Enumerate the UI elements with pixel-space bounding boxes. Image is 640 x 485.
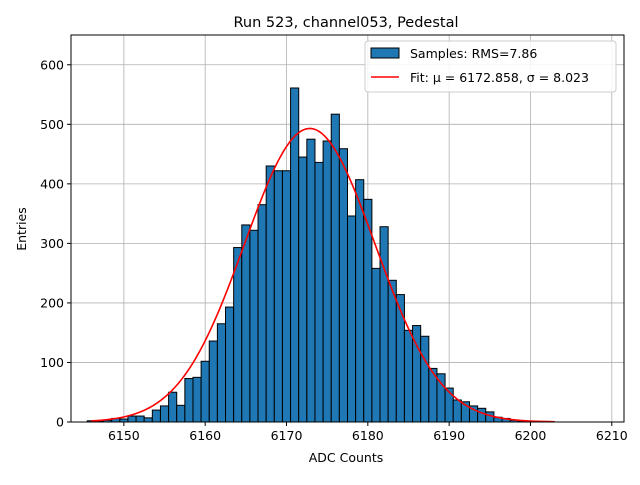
fit-curve-layer <box>91 127 555 423</box>
histogram-bar <box>208 340 218 423</box>
histogram-bar <box>265 165 275 423</box>
x-axis-label: ADC Counts <box>309 450 384 465</box>
histogram-bar <box>420 335 430 423</box>
histogram-bar <box>403 329 414 423</box>
histogram-bar <box>314 161 324 423</box>
gaussian-fit-curve <box>91 127 555 423</box>
x-tick-label: 6210 <box>596 428 628 443</box>
histogram-bar <box>281 170 292 423</box>
histogram-bar <box>216 323 227 423</box>
chart-title: Run 523, channel053, Pedestal <box>233 15 458 31</box>
histogram-bar <box>151 409 161 423</box>
histogram-bar <box>127 415 137 423</box>
histogram-bar <box>233 247 243 423</box>
histogram-bar <box>452 399 462 423</box>
histogram-bar <box>184 378 194 423</box>
histogram-bar <box>200 360 210 423</box>
x-tick-label: 6170 <box>271 428 303 443</box>
x-tick-label: 6180 <box>352 428 384 443</box>
legend: Samples: RMS=7.86 Fit: μ = 6172.858, σ =… <box>364 40 617 93</box>
histogram-bar <box>379 226 389 423</box>
histogram-bar <box>273 170 283 423</box>
y-axis-ticks: 0 100 200 300 400 500 600 <box>40 57 71 430</box>
histogram-bar <box>225 306 235 423</box>
histogram-bar <box>395 294 405 423</box>
histogram-bar <box>436 373 446 423</box>
histogram-bar <box>241 224 251 423</box>
y-tick-label: 300 <box>40 236 64 251</box>
histogram-bar <box>176 404 186 423</box>
histogram-bar <box>168 391 178 423</box>
histogram-bar <box>338 148 348 423</box>
histogram-bar <box>330 113 340 423</box>
legend-samples-label: Samples: RMS=7.86 <box>410 46 537 61</box>
histogram-bar <box>249 229 259 423</box>
histogram-bar <box>444 387 454 423</box>
x-tick-label: 6150 <box>108 428 140 443</box>
histogram-bar <box>298 156 308 423</box>
y-tick-label: 500 <box>40 117 64 132</box>
y-tick-label: 600 <box>40 57 64 72</box>
x-axis-ticks: 6150 6160 6170 6180 6190 6200 6210 <box>108 422 628 443</box>
histogram-bar <box>371 267 381 423</box>
x-tick-label: 6200 <box>515 428 547 443</box>
histogram-bar <box>192 376 202 423</box>
histogram-bar <box>322 140 332 423</box>
y-tick-label: 0 <box>56 415 64 430</box>
y-tick-label: 100 <box>40 355 64 370</box>
y-tick-label: 400 <box>40 176 64 191</box>
histogram-bar <box>355 179 365 423</box>
legend-samples-swatch <box>370 47 400 59</box>
histogram-bar <box>290 87 300 423</box>
histogram-bar <box>135 415 145 423</box>
histogram-bar <box>257 204 267 423</box>
histogram-bar <box>477 407 487 423</box>
histogram-bar <box>387 279 397 423</box>
y-axis-label: Entries <box>14 207 29 251</box>
histogram-bar <box>143 417 153 423</box>
legend-frame <box>364 40 617 93</box>
legend-fit-label: Fit: μ = 6172.858, σ = 8.023 <box>410 70 589 85</box>
plot-frame <box>70 34 625 423</box>
histogram-bar <box>159 405 170 423</box>
x-tick-label: 6190 <box>433 428 465 443</box>
histogram-bar <box>306 138 316 423</box>
y-tick-label: 200 <box>40 295 64 310</box>
histogram-bar <box>347 215 357 423</box>
x-tick-label: 6160 <box>189 428 221 443</box>
